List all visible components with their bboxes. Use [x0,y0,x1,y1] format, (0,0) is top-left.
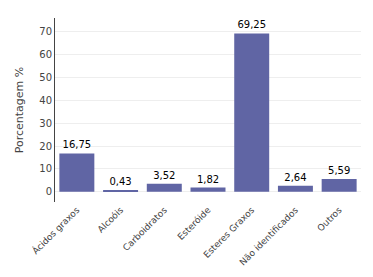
svg-text:5,59: 5,59 [328,165,350,176]
svg-text:50: 50 [39,72,52,83]
svg-text:70: 70 [39,26,52,37]
svg-text:20: 20 [39,141,52,152]
svg-text:69,25: 69,25 [237,19,266,30]
svg-text:Alcoóis: Alcoóis [96,205,126,235]
svg-text:1,82: 1,82 [197,174,219,185]
svg-text:Outros: Outros [315,205,344,234]
svg-text:0: 0 [46,186,52,197]
svg-text:10: 10 [39,163,52,174]
svg-text:Não identificados: Não identificados [238,205,301,268]
svg-text:40: 40 [39,95,52,106]
svg-text:Carboidratos: Carboidratos [121,205,169,253]
svg-text:3,52: 3,52 [153,170,175,181]
svg-text:60: 60 [39,49,52,60]
svg-text:0,43: 0,43 [109,176,131,187]
svg-text:16,75: 16,75 [63,139,92,150]
svg-text:Porcentagem %: Porcentagem % [13,67,26,154]
svg-text:2,64: 2,64 [284,172,306,183]
svg-text:Esteres Graxos: Esteres Graxos [202,205,257,260]
svg-text:Esteróide: Esteróide [176,205,213,242]
svg-text:30: 30 [39,118,52,129]
svg-text:Ácidos graxos: Ácidos graxos [30,204,82,256]
